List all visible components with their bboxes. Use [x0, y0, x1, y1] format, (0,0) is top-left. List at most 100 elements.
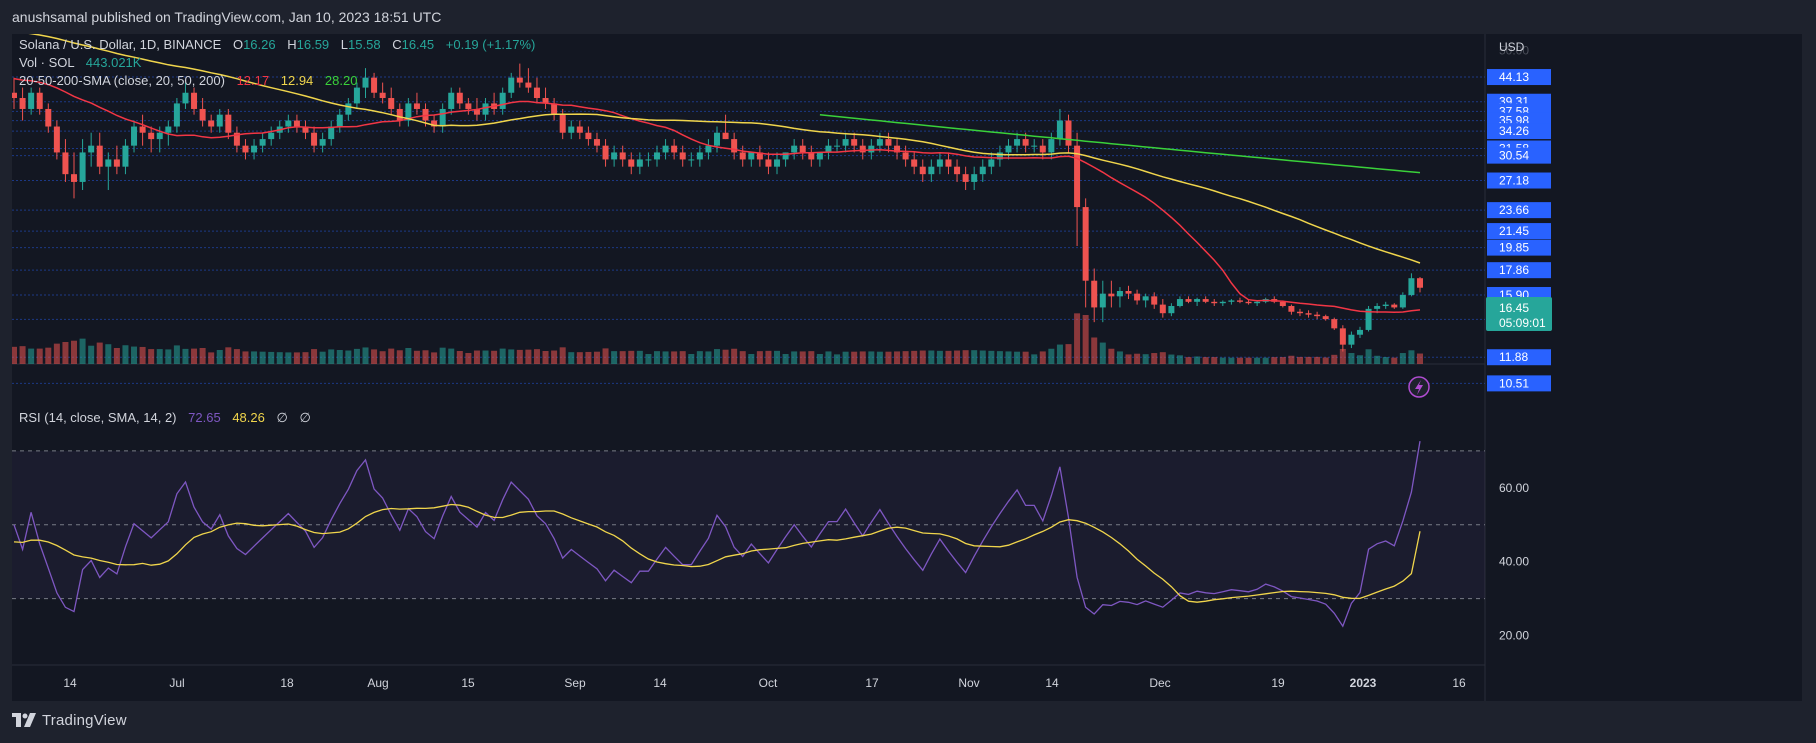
candle-body: [396, 108, 403, 121]
volume-bar: [242, 351, 249, 364]
footer[interactable]: TradingView: [12, 709, 127, 731]
candle-body: [1031, 145, 1038, 147]
chart-area[interactable]: 50.0044.1339.3137.5835.9834.2631.5830.54…: [10, 30, 1802, 701]
candle-body: [868, 145, 875, 153]
candle-body: [336, 114, 343, 127]
volume-bar: [388, 348, 395, 364]
candle-body: [748, 152, 755, 160]
volume-bar: [1391, 357, 1398, 364]
volume-bar: [1211, 357, 1218, 364]
volume-bar: [1134, 353, 1141, 364]
rsi-sma-line: [13, 503, 1421, 603]
candle-body: [756, 152, 763, 160]
volume-bar: [516, 349, 523, 364]
candle-body: [208, 120, 215, 127]
volume-bar: [911, 350, 918, 364]
volume-bar: [1194, 356, 1201, 364]
candle-body: [1305, 313, 1312, 315]
volume-bar: [696, 351, 703, 364]
price-axis[interactable]: 50.0044.1339.3137.5835.9834.2631.5830.54…: [1487, 43, 1551, 392]
candle-body: [954, 166, 961, 175]
legend-sma50-value: 12.94: [281, 73, 314, 88]
candle-body: [919, 166, 926, 175]
candle-body: [542, 98, 549, 104]
legend-change: +0.19 (+1.17%): [446, 37, 536, 52]
volume-bar: [499, 348, 506, 364]
legend-open-value: 16.26: [243, 37, 276, 52]
volume-bar: [988, 350, 995, 364]
price-pane[interactable]: [12, 34, 1485, 364]
sma200-line: [819, 113, 1421, 174]
candle-body: [1322, 316, 1329, 320]
candle-body: [388, 98, 395, 109]
volume-bar: [182, 348, 189, 364]
candle-body: [808, 152, 815, 160]
volume-bar: [422, 350, 429, 364]
candle-body: [431, 120, 438, 127]
candle-body: [1374, 306, 1381, 309]
candle-body: [611, 152, 618, 160]
rsi-line: [13, 440, 1421, 628]
candle-body: [722, 132, 729, 140]
volume-bar: [791, 351, 798, 364]
volume-bar: [1288, 355, 1295, 364]
candle-body: [705, 145, 712, 153]
candle-body: [362, 77, 369, 88]
volume-bar: [705, 351, 712, 364]
currency-label: USD: [1499, 40, 1525, 54]
volume-bar: [533, 349, 540, 364]
candle-body: [962, 174, 969, 182]
legend-sma-label: 20-50-200-SMA (close, 20, 50, 200): [19, 73, 225, 88]
moving-averages: [13, 30, 1421, 314]
candle-body: [834, 145, 841, 147]
rsi-pane[interactable]: [12, 394, 1485, 674]
volume-bar: [191, 348, 198, 364]
volume-bar: [225, 347, 232, 364]
candle-body: [45, 108, 52, 127]
volume-bar: [1305, 356, 1312, 364]
time-tick-label: 2023: [1350, 676, 1377, 690]
volume-bar: [722, 349, 729, 364]
volume-bar: [259, 351, 266, 364]
candle-body: [593, 139, 600, 146]
volume-bar: [1022, 351, 1029, 364]
candle-body: [653, 152, 660, 160]
volume-bar: [88, 345, 95, 364]
candle-body: [876, 139, 883, 146]
price-tick-label: 21.45: [1499, 224, 1529, 238]
tradingview-logo-icon[interactable]: [12, 713, 36, 727]
lightning-icon[interactable]: [1415, 380, 1423, 395]
candle-body: [731, 139, 738, 153]
candle-body: [928, 166, 935, 175]
legend-high-value: 16.59: [297, 37, 330, 52]
price-tick-label: 30.54: [1499, 149, 1529, 163]
volume-bar: [1399, 353, 1406, 364]
candle-body: [36, 92, 43, 109]
volume-bar: [1236, 357, 1243, 364]
volume-bar: [199, 348, 206, 364]
volume-bar: [465, 352, 472, 364]
candle-body: [422, 108, 429, 121]
time-axis[interactable]: 14 Jul 18 Aug 15 Sep 14 Oct 17 Nov 14 Dec 19 2023 16: [63, 676, 1466, 690]
brand-name[interactable]: TradingView: [42, 711, 127, 729]
price-tick-label: 44.13: [1499, 70, 1529, 84]
lightning-button[interactable]: [1408, 376, 1430, 398]
candle-body: [319, 139, 326, 146]
candle-body: [1159, 304, 1166, 314]
candle-body: [79, 152, 86, 182]
volume-bar: [928, 350, 935, 364]
price-tick-label: 19.85: [1499, 241, 1529, 255]
volume-bar: [96, 342, 103, 364]
candle-body: [1039, 145, 1046, 153]
volume-bar: [216, 350, 223, 364]
chart-canvas[interactable]: 50.0044.1339.3137.5835.9834.2631.5830.54…: [10, 30, 1802, 701]
candle-body: [328, 126, 335, 140]
candle-body: [473, 108, 480, 115]
candle-body: [122, 145, 129, 167]
legend-line-1: Solana / U.S. Dollar, 1D, BINANCE O16.26…: [19, 37, 535, 52]
volume-bar: [1254, 357, 1261, 364]
volume-bar: [439, 347, 446, 364]
volume-bar: [1065, 344, 1072, 364]
volume-bar: [756, 351, 763, 364]
candle-body: [774, 159, 781, 167]
